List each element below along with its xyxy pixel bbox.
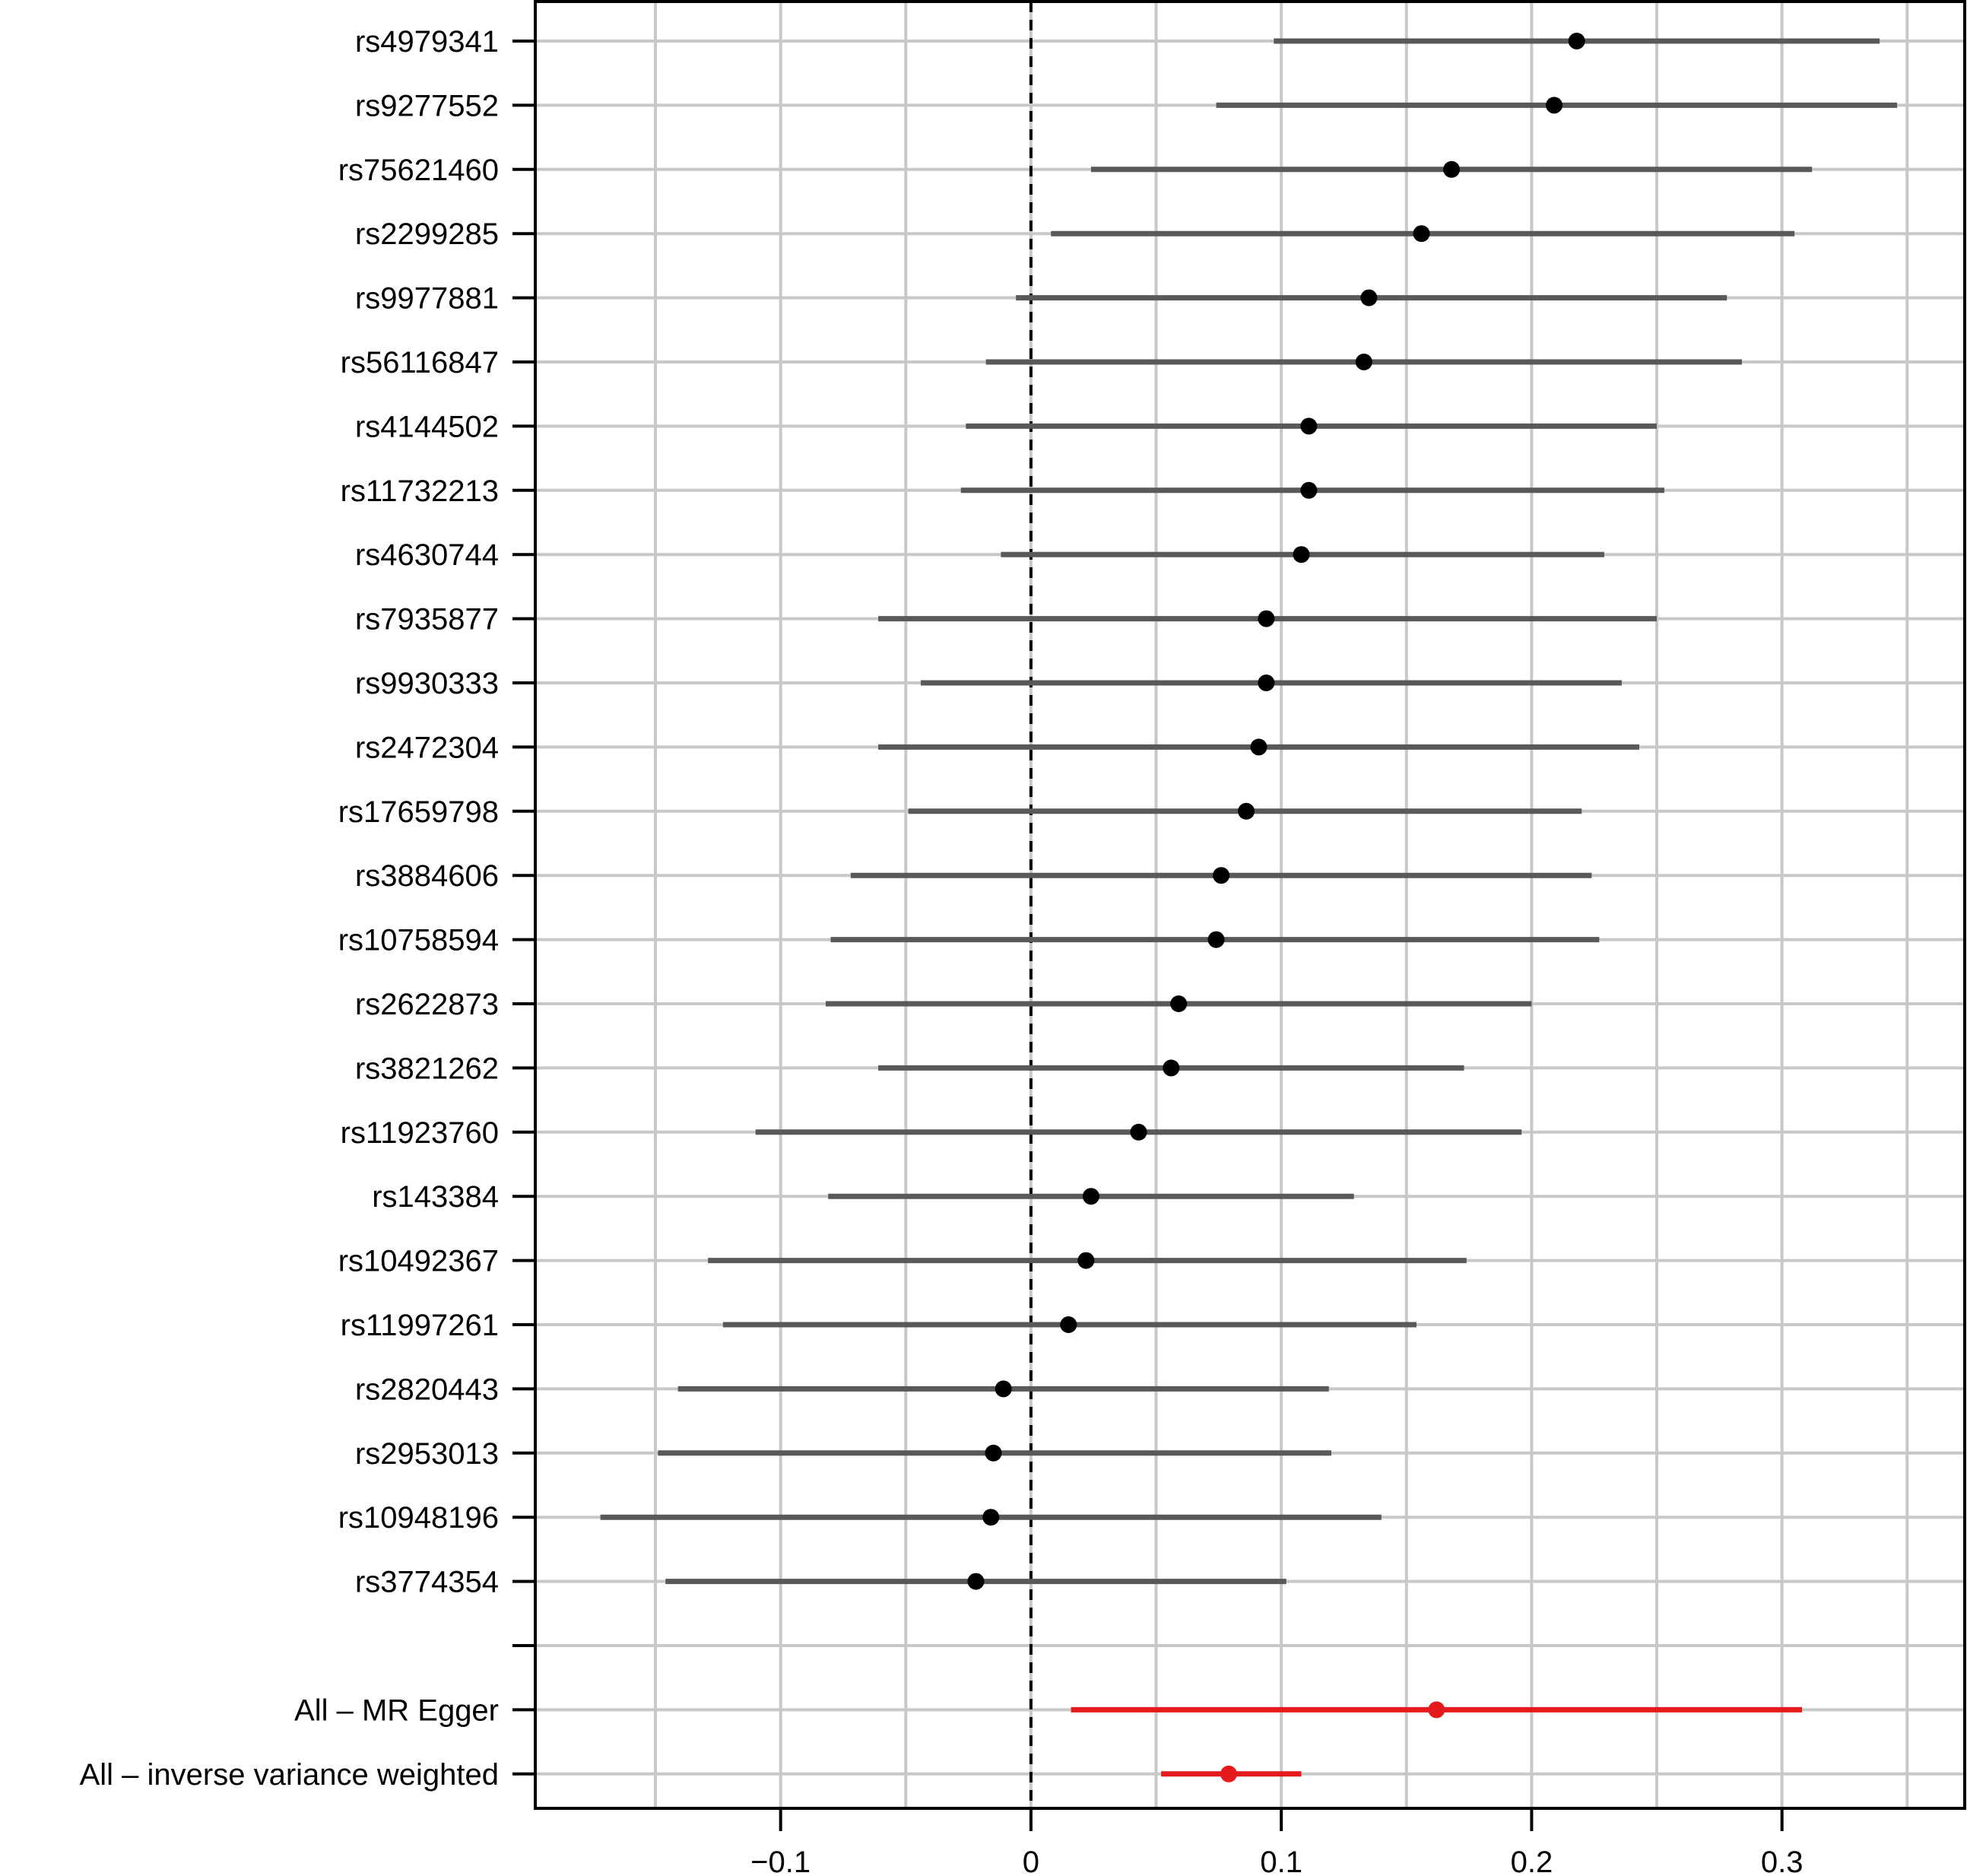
snp-label: rs2820443 [355, 1373, 499, 1406]
snp-label: rs75621460 [338, 154, 499, 187]
snp-point [1250, 738, 1267, 756]
snp-label: rs2299285 [355, 217, 499, 251]
snp-label: rs2622873 [355, 988, 499, 1021]
snp-label: rs10948196 [338, 1501, 499, 1535]
snp-point [1163, 1059, 1180, 1077]
snp-point [985, 1444, 1002, 1462]
x-tick-label: 0.3 [1761, 1846, 1804, 1876]
snp-point [1568, 33, 1585, 49]
snp-label: rs11997261 [341, 1309, 499, 1342]
snp-label: rs3884606 [355, 859, 499, 893]
summary-point [1220, 1765, 1238, 1782]
grid-layer [535, 2, 1965, 1808]
snp-label: rs3821262 [355, 1052, 499, 1085]
x-axis-labels: −0.1 0 0.1 0.2 0.3 [750, 1846, 1803, 1876]
snp-label: rs4630744 [355, 538, 499, 572]
snp-point [1238, 802, 1255, 820]
x-axis-ticks [779, 1808, 1784, 1831]
snp-label: rs7935877 [355, 603, 499, 636]
snp-label: rs56116847 [341, 346, 499, 379]
plot-frame [534, 0, 1966, 1810]
snp-label: rs11923760 [341, 1116, 499, 1150]
interval-layer [600, 38, 1898, 1777]
snp-point [1355, 354, 1372, 370]
snp-label: rs17659798 [338, 795, 499, 829]
snp-point [1170, 995, 1188, 1012]
snp-point [1360, 289, 1378, 306]
snp-label: rs11732213 [341, 475, 499, 508]
snp-point [1293, 546, 1310, 563]
snp-point [1258, 610, 1275, 627]
y-axis-ticks [512, 40, 535, 1776]
snp-point [1130, 1123, 1147, 1141]
snp-label: rs2472304 [355, 731, 499, 764]
snp-point [995, 1380, 1012, 1398]
snp-point [1077, 1252, 1095, 1269]
snp-point [1060, 1316, 1077, 1333]
snp-label: rs9930333 [355, 667, 499, 700]
snp-label: rs10492367 [338, 1245, 499, 1278]
x-tick-label: −0.1 [750, 1846, 811, 1876]
snp-label: rs4979341 [355, 25, 499, 59]
snp-point [967, 1573, 985, 1590]
summary-label: All – MR Egger [294, 1693, 499, 1727]
summary-point [1428, 1701, 1445, 1719]
snp-point [1300, 417, 1318, 435]
snp-point [982, 1509, 1000, 1526]
snp-label: rs10758594 [338, 924, 499, 957]
summary-label: All – inverse variance weighted [80, 1758, 499, 1792]
snp-label: rs3774354 [355, 1566, 499, 1599]
snp-point [1443, 160, 1461, 178]
snp-label: rs4144502 [355, 410, 499, 443]
snp-label: rs9277552 [355, 89, 499, 122]
snp-label: rs2953013 [355, 1437, 499, 1471]
snp-point [1082, 1188, 1099, 1205]
x-tick-label: 0.2 [1511, 1846, 1553, 1876]
snp-point [1546, 97, 1563, 114]
x-tick-label: 0.1 [1260, 1846, 1302, 1876]
snp-point [1213, 867, 1230, 884]
snp-point [1413, 225, 1430, 243]
point-layer [967, 33, 1585, 1782]
snp-point [1258, 675, 1275, 691]
snp-point [1207, 931, 1225, 948]
x-tick-label: 0 [1023, 1846, 1039, 1876]
y-axis-labels: rs4979341 rs9277552 rs75621460 rs2299285 rs9… [80, 25, 499, 1792]
snp-label: rs143384 [372, 1180, 499, 1214]
snp-point [1300, 481, 1318, 499]
snp-label: rs9977881 [355, 282, 499, 316]
